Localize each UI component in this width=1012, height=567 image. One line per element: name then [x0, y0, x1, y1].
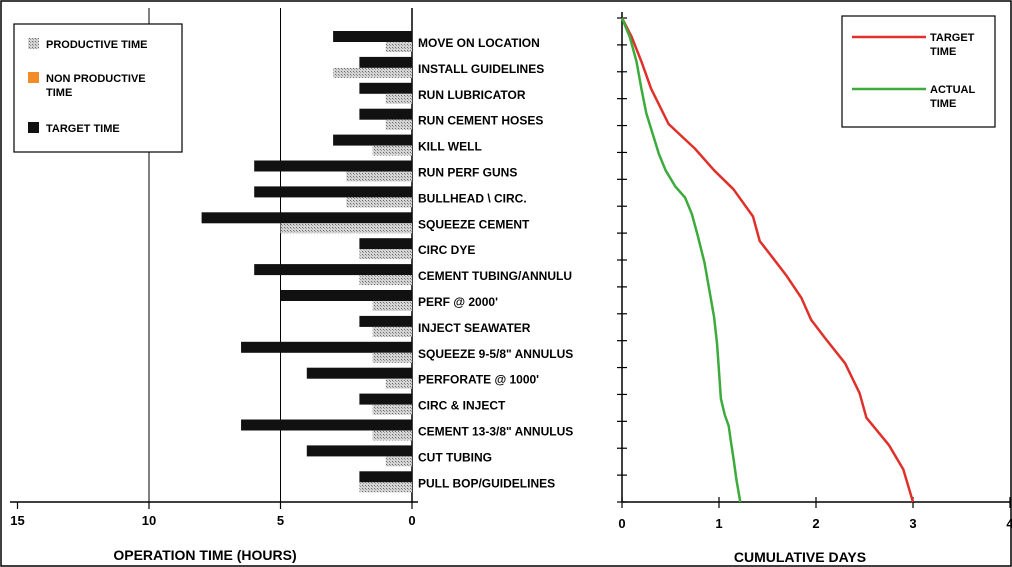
category-label: INJECT SEAWATER: [418, 321, 531, 335]
bar-target-time: [359, 82, 412, 94]
bar-target-time: [254, 186, 412, 198]
right-x-axis-title: CUMULATIVE DAYS: [734, 549, 866, 565]
category-label: RUN PERF GUNS: [418, 166, 517, 180]
bar-target-time: [359, 108, 412, 120]
category-label: CEMENT 13-3/8" ANNULUS: [418, 425, 573, 439]
line-target-time: [620, 17, 915, 503]
left-legend-box: [13, 23, 183, 153]
category-label: CEMENT TUBING/ANNULU: [418, 269, 572, 283]
legend-label-actual-line1: ACTUAL: [930, 84, 975, 96]
category-label: CUT TUBING: [418, 450, 492, 464]
legend-label-actual-line2: TIME: [930, 98, 956, 110]
bar-target-time: [359, 238, 412, 250]
bar-productive-time: [346, 197, 412, 208]
bar-productive-time: [333, 67, 412, 78]
bar-productive-time: [372, 404, 412, 415]
right-xtick-label: 4: [1006, 516, 1012, 531]
right-xtick-label: 2: [812, 516, 819, 531]
bar-productive-time: [385, 42, 412, 52]
legend-swatch-non-productive: [28, 72, 39, 83]
bar-productive-time: [372, 301, 412, 311]
left-xtick-label: 10: [142, 513, 156, 528]
category-label: MOVE ON LOCATION: [418, 36, 540, 50]
bar-target-time: [254, 264, 412, 276]
bar-productive-time: [385, 456, 412, 467]
category-label: CIRC DYE: [418, 243, 475, 257]
bar-target-time: [306, 445, 412, 457]
category-label: CIRC & INJECT: [418, 399, 506, 413]
legend-label-actual-line: ACTUAL TIME: [930, 84, 978, 110]
bar-productive-time: [385, 378, 412, 389]
category-label: PERFORATE @ 1000': [418, 373, 539, 387]
bar-productive-time: [372, 326, 412, 337]
category-label: PERF @ 2000': [418, 295, 498, 309]
bar-productive-time: [385, 119, 412, 130]
category-label: BULLHEAD \ CIRC.: [418, 191, 527, 205]
legend-label-non-productive: NON PRODUCTIVE TIME: [46, 73, 149, 99]
category-label: RUN CEMENT HOSES: [418, 114, 543, 128]
bar-productive-time: [385, 93, 412, 104]
bar-productive-time: [372, 430, 412, 441]
bar-target-time: [333, 134, 412, 146]
category-label: KILL WELL: [418, 140, 482, 154]
left-legend: PRODUCTIVE TIME NON PRODUCTIVE TIME TARG…: [13, 23, 183, 153]
left-x-axis-title: OPERATION TIME (HOURS): [113, 547, 296, 563]
left-xtick-label: 15: [10, 513, 24, 528]
right-xtick-label: 0: [618, 516, 625, 531]
line-actual-time: [620, 17, 742, 503]
right-legend-box: [841, 15, 996, 128]
category-label: INSTALL GUIDELINES: [418, 62, 544, 76]
bar-target-time: [241, 341, 412, 353]
category-label: SQUEEZE CEMENT: [418, 217, 530, 231]
category-label: SQUEEZE 9-5/8" ANNULUS: [418, 347, 573, 361]
bar-productive-time: [372, 352, 412, 363]
right-legend: TARGET TIME ACTUAL TIME: [841, 15, 996, 128]
bar-productive-time: [359, 482, 412, 493]
left-xtick-label: 5: [277, 513, 284, 528]
bar-productive-time: [372, 145, 412, 156]
right-xtick-label: 3: [909, 516, 916, 531]
bar-target-time: [359, 56, 412, 68]
bar-productive-time: [359, 275, 412, 286]
legend-label-target: TARGET TIME: [46, 123, 120, 135]
legend-label-target-line1: TARGET: [930, 32, 975, 44]
bar-target-time: [254, 160, 412, 172]
bar-target-time: [306, 367, 412, 379]
bar-productive-time: [359, 249, 412, 260]
bar-target-time: [201, 212, 412, 224]
category-label: PULL BOP/GUIDELINES: [418, 476, 555, 490]
bar-target-time: [359, 393, 412, 405]
operation-time-chart: 15 10 5 0 MOVE ON LOCATION INSTALL GUIDELINE…: [10, 8, 573, 563]
bar-productive-time: [280, 223, 412, 234]
legend-label-target-line: TARGET TIME: [930, 32, 977, 58]
legend-label-non-productive-line2: TIME: [46, 87, 72, 99]
bar-target-time: [241, 419, 412, 431]
legend-label-target-line2: TIME: [930, 46, 956, 58]
bar-productive-time: [346, 171, 412, 182]
legend-label-non-productive-line1: NON PRODUCTIVE: [46, 73, 146, 85]
legend-swatch-target: [28, 122, 39, 133]
legend-swatch-productive: [28, 38, 39, 49]
right-xtick-label: 1: [715, 516, 722, 531]
bar-target-time: [359, 315, 412, 327]
bar-target-time: [280, 290, 412, 301]
cumulative-days-chart: 0 1 2 3 4 CUMULATIVE DAYS TARGET TIME ACTUAL…: [617, 12, 1012, 565]
left-xtick-label: 0: [408, 513, 415, 528]
bar-target-time: [359, 471, 412, 483]
legend-label-productive: PRODUCTIVE TIME: [46, 39, 147, 51]
bar-target-time: [333, 31, 412, 42]
category-label: RUN LUBRICATOR: [418, 88, 526, 102]
